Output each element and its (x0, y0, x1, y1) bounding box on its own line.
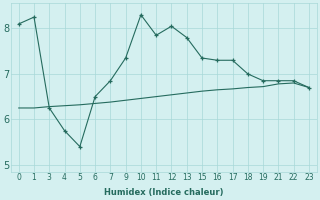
X-axis label: Humidex (Indice chaleur): Humidex (Indice chaleur) (104, 188, 224, 197)
